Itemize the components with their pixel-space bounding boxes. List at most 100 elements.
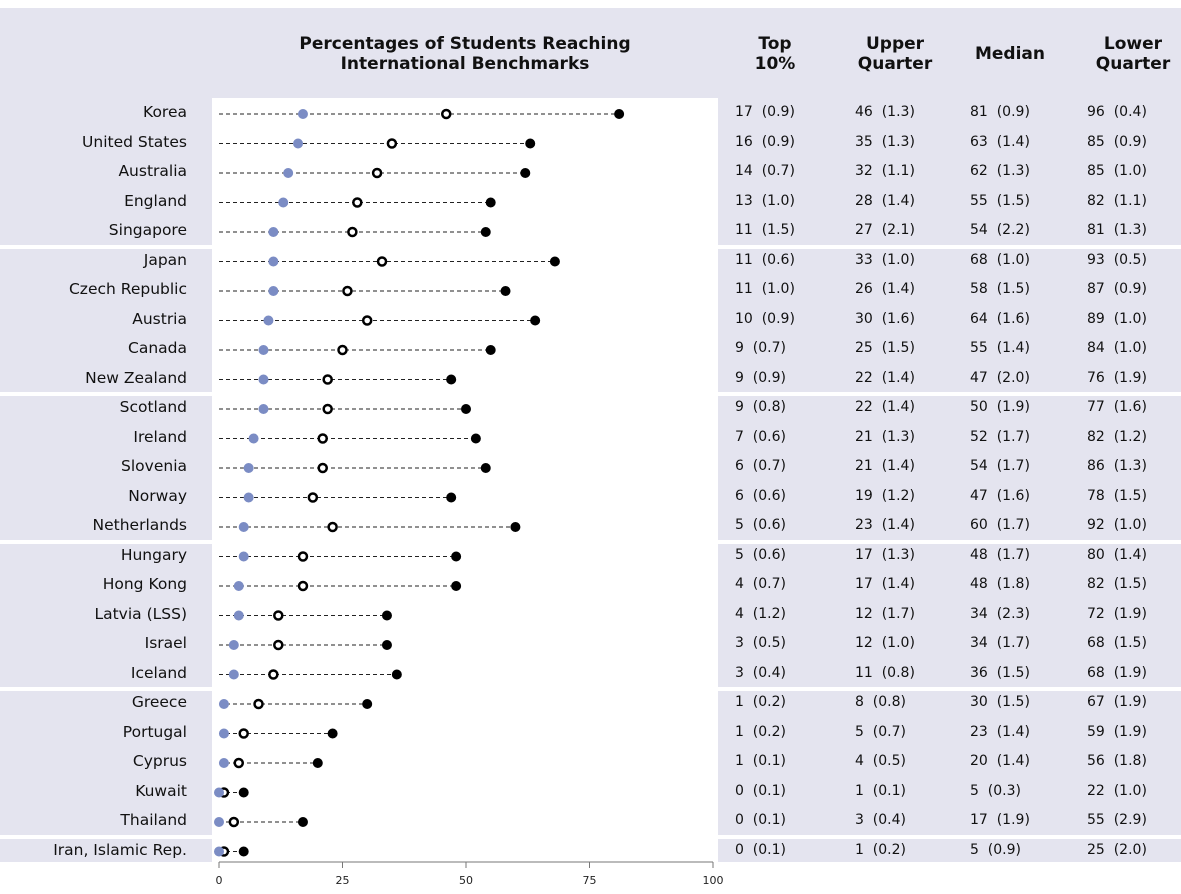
top10-marker bbox=[214, 817, 224, 827]
cell-top10: 16 (0.9) bbox=[735, 133, 795, 150]
median-marker bbox=[461, 404, 471, 414]
cell-median: 5 (0.3) bbox=[970, 782, 1021, 799]
x-tick-label: 50 bbox=[459, 874, 473, 887]
cell-median: 20 (1.4) bbox=[970, 753, 1030, 769]
upper-quarter-marker bbox=[253, 698, 264, 710]
median-marker bbox=[446, 374, 457, 385]
median-marker bbox=[391, 669, 402, 680]
top10-marker bbox=[218, 758, 229, 768]
column-header-lower-quarter: Lower Quarter bbox=[1085, 34, 1181, 74]
median-marker bbox=[238, 846, 249, 857]
cell-top10: 17 (0.9) bbox=[735, 104, 795, 120]
cell-upper-quarter: 46 (1.3) bbox=[855, 104, 915, 120]
cell-median: 58 (1.5) bbox=[970, 281, 1030, 297]
column-header-upper-line1: Upper bbox=[865, 34, 925, 54]
upper-quarter-marker bbox=[317, 462, 328, 474]
cell-upper-quarter: 4 (0.5) bbox=[855, 753, 906, 769]
country-label: Singapore bbox=[108, 221, 187, 239]
chart-title-line2: International Benchmarks bbox=[340, 54, 590, 74]
cell-median: 34 (1.7) bbox=[970, 635, 1030, 651]
column-header-top10: Top 10% bbox=[735, 34, 815, 74]
header-band bbox=[212, 8, 1181, 98]
median-marker bbox=[381, 610, 392, 621]
median-marker bbox=[520, 168, 531, 178]
upper-quarter-marker bbox=[386, 138, 398, 149]
top10-marker bbox=[278, 197, 289, 208]
cell-top10: 13 (1.0) bbox=[735, 192, 795, 209]
group-separator bbox=[0, 539, 1181, 544]
top10-marker bbox=[218, 728, 229, 739]
cell-median: 68 (1.0) bbox=[970, 251, 1030, 268]
cell-lower-quarter: 67 (1.9) bbox=[1087, 694, 1147, 710]
upper-quarter-marker bbox=[440, 108, 452, 120]
upper-quarter-marker bbox=[317, 433, 328, 444]
upper-quarter-marker bbox=[228, 816, 240, 828]
cell-top10: 4 (0.7) bbox=[735, 576, 786, 592]
column-header-lower-line2: Quarter bbox=[1095, 54, 1171, 74]
cell-upper-quarter: 22 (1.4) bbox=[855, 399, 915, 415]
country-label: Netherlands bbox=[92, 516, 187, 534]
top10-marker bbox=[243, 463, 254, 473]
cell-lower-quarter: 68 (1.9) bbox=[1087, 664, 1147, 681]
cell-median: 62 (1.3) bbox=[970, 163, 1030, 179]
cell-median: 47 (1.6) bbox=[970, 487, 1030, 504]
median-marker bbox=[446, 492, 457, 503]
top10-marker bbox=[293, 138, 304, 149]
country-label: Portugal bbox=[122, 722, 187, 741]
upper-quarter-marker bbox=[352, 197, 363, 208]
country-label: England bbox=[124, 191, 187, 210]
cell-lower-quarter: 96 (0.4) bbox=[1087, 104, 1147, 120]
country-label: Japan bbox=[143, 250, 187, 269]
cell-upper-quarter: 35 (1.3) bbox=[855, 133, 915, 150]
top10-marker bbox=[268, 286, 279, 296]
top10-marker bbox=[283, 168, 294, 178]
median-marker bbox=[297, 817, 308, 827]
median-marker bbox=[480, 463, 491, 473]
top10-marker bbox=[233, 581, 244, 591]
cell-upper-quarter: 21 (1.3) bbox=[855, 428, 915, 445]
cell-upper-quarter: 32 (1.1) bbox=[855, 163, 915, 179]
country-label: Cyprus bbox=[132, 752, 187, 770]
cell-upper-quarter: 22 (1.4) bbox=[855, 369, 915, 386]
cell-lower-quarter: 56 (1.8) bbox=[1087, 753, 1147, 769]
cell-lower-quarter: 84 (1.0) bbox=[1087, 340, 1147, 356]
cell-lower-quarter: 87 (0.9) bbox=[1087, 281, 1147, 297]
top10-marker bbox=[243, 492, 254, 503]
median-marker bbox=[312, 758, 323, 768]
upper-quarter-marker bbox=[273, 639, 284, 651]
cell-top10: 3 (0.4) bbox=[735, 664, 786, 681]
upper-quarter-marker bbox=[322, 374, 333, 385]
cell-top10: 1 (0.2) bbox=[735, 723, 786, 740]
cell-lower-quarter: 85 (0.9) bbox=[1087, 133, 1147, 150]
median-marker bbox=[362, 699, 373, 709]
cell-lower-quarter: 82 (1.5) bbox=[1087, 576, 1147, 592]
group-separator bbox=[0, 834, 1181, 839]
top10-marker bbox=[214, 787, 224, 798]
cell-top10: 1 (0.1) bbox=[735, 753, 786, 769]
cell-top10: 11 (1.0) bbox=[735, 281, 795, 297]
cell-top10: 0 (0.1) bbox=[735, 841, 786, 858]
cell-upper-quarter: 30 (1.6) bbox=[855, 310, 915, 327]
country-label: United States bbox=[82, 132, 187, 151]
median-marker bbox=[470, 433, 481, 444]
cell-top10: 5 (0.6) bbox=[735, 517, 786, 533]
column-header-upper-quarter: Upper Quarter bbox=[845, 34, 945, 74]
cell-lower-quarter: 59 (1.9) bbox=[1087, 723, 1147, 740]
cell-top10: 0 (0.1) bbox=[735, 812, 786, 828]
top10-marker bbox=[228, 669, 239, 680]
cell-lower-quarter: 78 (1.5) bbox=[1087, 487, 1147, 504]
top10-marker bbox=[228, 640, 239, 650]
median-marker bbox=[485, 197, 496, 208]
cell-lower-quarter: 81 (1.3) bbox=[1087, 222, 1147, 238]
cell-top10: 4 (1.2) bbox=[735, 605, 786, 622]
top10-marker bbox=[297, 109, 308, 119]
cell-lower-quarter: 86 (1.3) bbox=[1087, 458, 1147, 474]
country-label: Norway bbox=[128, 486, 187, 505]
median-marker bbox=[614, 109, 625, 119]
cell-upper-quarter: 5 (0.7) bbox=[855, 723, 906, 740]
cell-top10: 9 (0.7) bbox=[735, 340, 786, 356]
upper-quarter-marker bbox=[322, 403, 333, 415]
group-separator bbox=[0, 244, 1181, 249]
x-tick-label: 25 bbox=[336, 874, 350, 887]
cell-median: 81 (0.9) bbox=[970, 104, 1030, 120]
